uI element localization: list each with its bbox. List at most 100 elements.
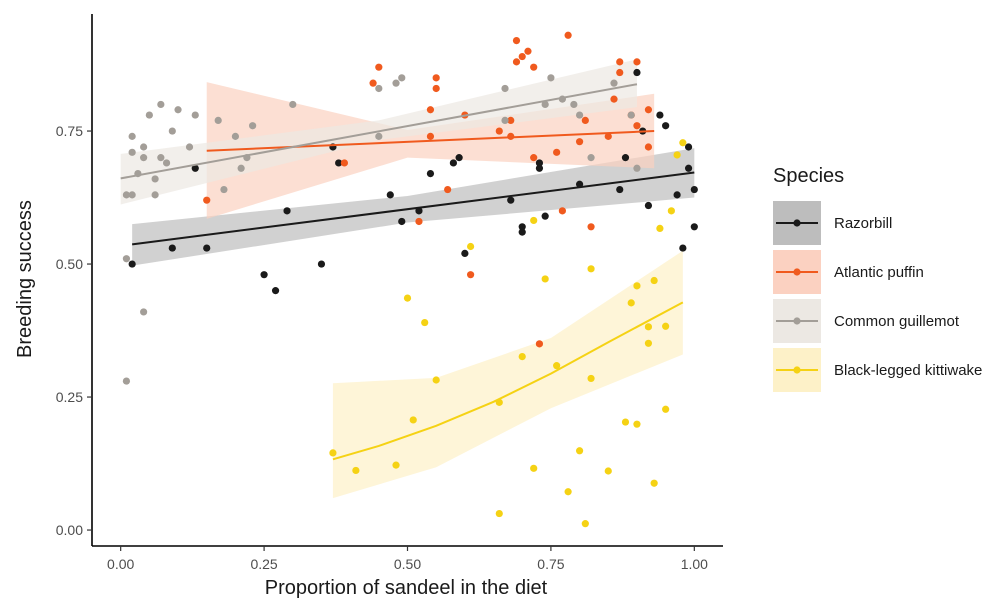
razorbill-point (518, 223, 526, 231)
atlantic-puffin-point (644, 143, 653, 151)
black-legged-kittiwake-point (575, 447, 584, 455)
atlantic-puffin-point (369, 79, 377, 87)
razorbill-point (662, 122, 670, 130)
common-guillemot-point (237, 164, 245, 172)
razorbill-point (616, 185, 624, 194)
black-legged-kittiwake-point (656, 224, 664, 232)
razorbill-point (335, 159, 343, 167)
atlantic-puffin-point (518, 52, 526, 61)
x-axis-ticks: 0.00 0.25 0.50 0.75 1.00 (107, 546, 708, 572)
black-legged-kittiwake-point (541, 275, 549, 283)
black-legged-kittiwake-point (644, 339, 653, 347)
common-guillemot-point (610, 79, 618, 87)
atlantic-puffin-point (512, 58, 521, 66)
atlantic-puffin-point (375, 63, 383, 71)
common-guillemot-point (191, 111, 199, 119)
common-guillemot-point (575, 111, 584, 119)
atlantic-puffin-point (610, 95, 618, 103)
razorbill-point (656, 111, 664, 119)
atlantic-puffin-point (530, 63, 538, 71)
common-guillemot-point (151, 191, 159, 199)
razorbill-point (128, 260, 136, 268)
razorbill-point (535, 159, 544, 167)
black-legged-kittiwake-point (518, 353, 526, 361)
atlantic-puffin-point (633, 122, 641, 130)
razorbill-point (386, 191, 394, 199)
common-guillemot-point (174, 106, 182, 114)
x-axis-title: Proportion of sandeel in the diet (265, 577, 548, 599)
common-guillemot-point (157, 154, 165, 162)
atlantic-puffin-point (467, 271, 475, 279)
common-guillemot-point (375, 132, 383, 140)
black-legged-kittiwake-point (662, 322, 670, 330)
common-guillemot-point (122, 377, 131, 385)
razorbill-point (317, 260, 326, 268)
atlantic-puffin-point (575, 138, 584, 146)
common-guillemot-point (541, 100, 549, 109)
razorbill-point (633, 68, 641, 77)
common-guillemot-point (128, 191, 136, 199)
razorbill-point (690, 185, 698, 194)
common-guillemot-point (633, 164, 641, 172)
black-legged-kittiwake-point (530, 216, 538, 225)
atlantic-puffin-point (581, 116, 589, 124)
common-guillemot-point (214, 116, 222, 124)
common-guillemot-point (157, 100, 165, 109)
black-legged-kittiwake-point (564, 488, 572, 496)
razorbill-point (455, 154, 463, 162)
atlantic-puffin-point (426, 132, 435, 140)
x-tick-label: 0.00 (107, 556, 134, 572)
common-guillemot-point (140, 143, 148, 151)
y-tick-label: 0.25 (56, 389, 83, 405)
black-legged-kittiwake-point (627, 299, 635, 307)
legend-title: Species (773, 165, 844, 187)
black-legged-kittiwake-point (409, 416, 417, 424)
common-guillemot-point (128, 148, 136, 156)
razorbill-point (684, 164, 693, 172)
legend-label: Black-legged kittiwake (834, 362, 982, 379)
black-legged-kittiwake-point (673, 151, 681, 159)
y-tick-label: 0.75 (56, 123, 83, 139)
common-guillemot-point (185, 143, 194, 151)
atlantic-puffin-point (432, 84, 440, 93)
black-legged-kittiwake-point (352, 466, 360, 475)
atlantic-puffin-point (616, 68, 624, 77)
atlantic-puffin-point (558, 207, 566, 215)
razorbill-point (168, 244, 176, 252)
atlantic-puffin-point (553, 148, 561, 156)
x-tick-label: 0.75 (537, 556, 564, 572)
black-legged-kittiwake-point (581, 520, 589, 528)
atlantic-puffin-point (604, 132, 612, 140)
atlantic-puffin-point (644, 106, 653, 114)
common-guillemot-point (570, 100, 578, 109)
razorbill-point (673, 191, 681, 199)
atlantic-puffin-point (564, 31, 572, 39)
black-legged-kittiwake-point (633, 420, 641, 428)
y-tick-label: 0.50 (56, 256, 83, 272)
black-legged-kittiwake-trend-line (332, 301, 684, 461)
common-guillemot-point (220, 185, 228, 194)
black-legged-kittiwake-point (644, 323, 653, 331)
atlantic-puffin-point (432, 74, 440, 82)
razorbill-trend-line (132, 171, 695, 246)
razorbill-point (260, 271, 268, 279)
atlantic-puffin-point (203, 196, 211, 204)
black-legged-kittiwake-point (432, 376, 440, 384)
legend-label: Common guillemot (834, 313, 960, 330)
razorbill-point (283, 207, 291, 215)
atlantic-puffin-point (633, 58, 641, 66)
common-guillemot-point (249, 122, 257, 130)
x-tick-label: 0.25 (250, 556, 277, 572)
razorbill-point (684, 143, 693, 151)
common-guillemot-point (501, 84, 509, 93)
common-guillemot-point (140, 154, 148, 162)
razorbill-point (518, 228, 526, 236)
black-legged-kittiwake-point (553, 362, 561, 370)
legend-key-point (793, 317, 801, 325)
razorbill-point (690, 223, 698, 231)
black-legged-kittiwake-confidence-band (332, 250, 683, 499)
atlantic-puffin-point (524, 47, 532, 55)
razorbill-point (271, 287, 280, 295)
black-legged-kittiwake-point (403, 294, 412, 302)
